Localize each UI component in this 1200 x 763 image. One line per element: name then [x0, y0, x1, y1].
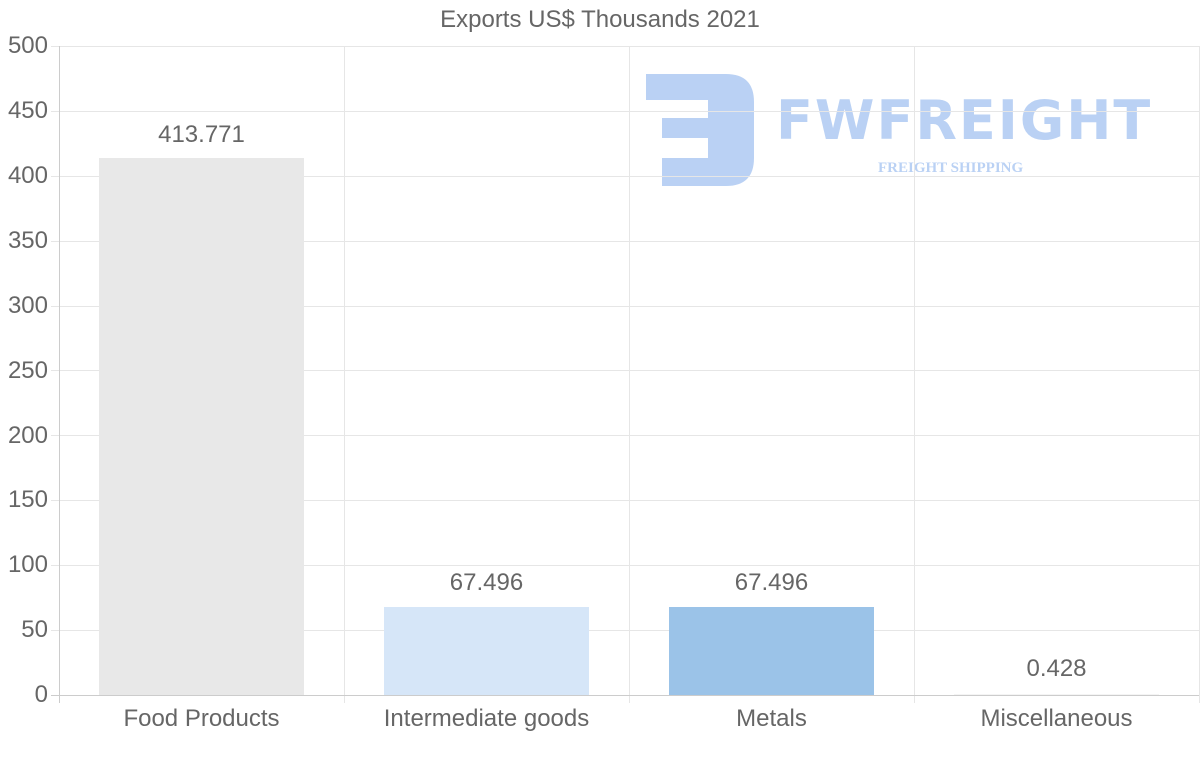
- gridline: [914, 46, 915, 703]
- gridline: [51, 111, 1199, 112]
- watermark-brand: FWFREIGHT: [776, 89, 1153, 152]
- value-label: 0.428: [1026, 655, 1087, 682]
- y-tick-label: 500: [7, 32, 48, 59]
- gridline: [51, 46, 1199, 47]
- gridline: [51, 176, 1199, 177]
- y-tick-label: 350: [7, 227, 48, 254]
- gridline: [629, 46, 630, 703]
- y-tick-label: 150: [7, 486, 48, 513]
- x-axis-line: [51, 695, 1199, 696]
- bar-metals[interactable]: [669, 607, 874, 695]
- value-label: 67.496: [449, 569, 524, 596]
- value-label: 67.496: [734, 569, 809, 596]
- bar-food-products[interactable]: [99, 158, 304, 695]
- x-tick-label: Food Products: [123, 705, 280, 732]
- value-label: 413.771: [158, 121, 245, 148]
- y-tick-label: 200: [7, 422, 48, 449]
- x-tick-label: Metals: [736, 705, 807, 732]
- gridline: [51, 435, 1199, 436]
- fwfreight-logo-icon: [646, 74, 754, 186]
- fwfreight-watermark: FWFREIGHT FREIGHT SHIPPING: [646, 74, 1156, 186]
- gridline: [344, 46, 345, 703]
- gridline: [51, 630, 1199, 631]
- x-tick-label: Intermediate goods: [383, 705, 590, 732]
- gridline: [51, 241, 1199, 242]
- x-tick-label: Miscellaneous: [980, 705, 1133, 732]
- y-tick-label: 450: [7, 97, 48, 124]
- bar-intermediate-goods[interactable]: [384, 607, 589, 695]
- gridline: [51, 500, 1199, 501]
- y-tick-label: 100: [7, 551, 48, 578]
- y-axis-line: [59, 46, 60, 703]
- y-tick-label: 250: [7, 357, 48, 384]
- y-tick-label: 50: [21, 616, 48, 643]
- gridline: [51, 370, 1199, 371]
- gridline: [51, 565, 1199, 566]
- y-tick-label: 0: [34, 681, 48, 708]
- plot-area: 413.771 67.496 67.496 0.428: [51, 46, 1200, 703]
- gridline: [51, 306, 1199, 307]
- y-tick-label: 400: [7, 162, 48, 189]
- chart-title: Exports US$ Thousands 2021: [440, 6, 760, 33]
- bar-miscellaneous[interactable]: [954, 694, 1159, 695]
- y-tick-label: 300: [7, 292, 48, 319]
